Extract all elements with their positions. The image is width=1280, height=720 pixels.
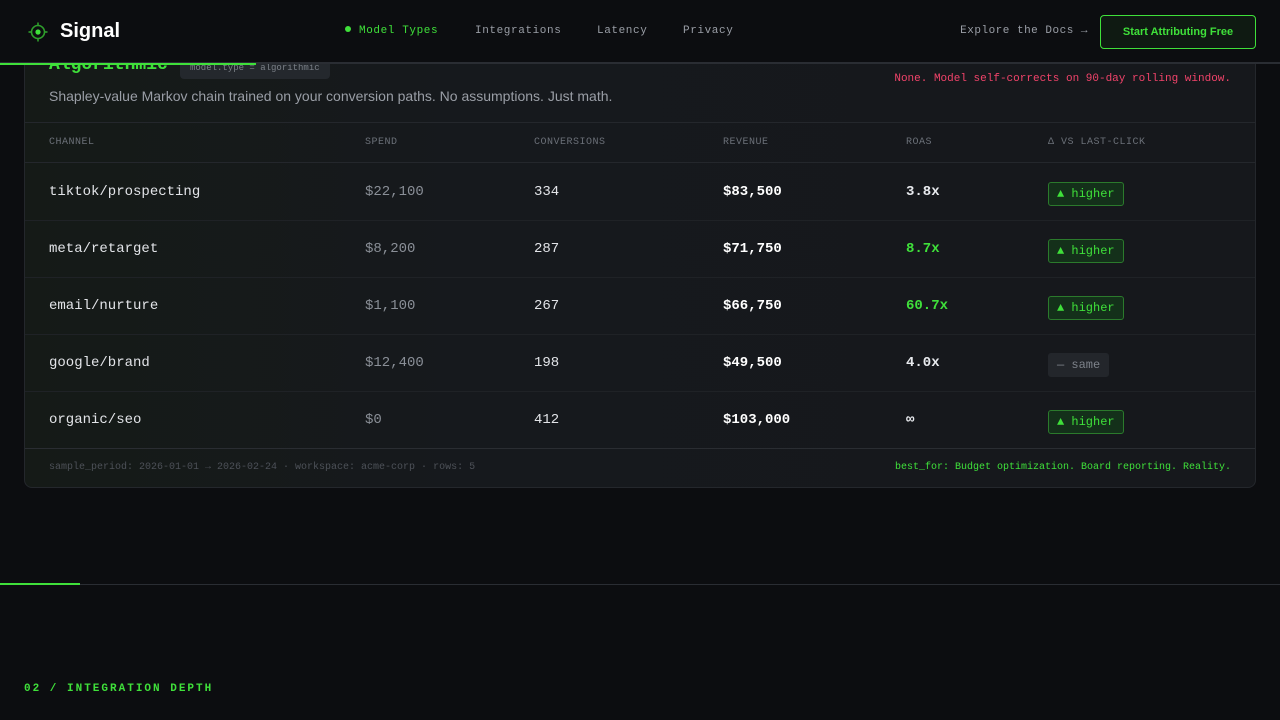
risk-note: None. Model self-corrects on 90-day roll…: [894, 73, 1231, 85]
spend-cell: $0: [365, 412, 382, 428]
table-row: tiktok/prospecting $22,100 334 $83,500 3…: [25, 164, 1255, 221]
column-header-delta: Δ VS LAST-CLICK: [1048, 137, 1146, 148]
spend-cell: $22,100: [365, 184, 424, 200]
channel-cell: email/nurture: [49, 298, 159, 314]
roas-cell: 8.7x: [906, 241, 940, 257]
revenue-cell: $83,500: [723, 184, 782, 200]
nav-item-integrations[interactable]: Integrations: [475, 25, 562, 37]
column-header-revenue: REVENUE: [723, 137, 769, 148]
table-row: organic/seo $0 412 $103,000 ∞ ▲ higher: [25, 392, 1255, 449]
spend-cell: $1,100: [365, 298, 416, 314]
card-footer: sample_period: 2026-01-01 → 2026-02-24 ·…: [25, 448, 1255, 487]
brand-name[interactable]: Signal: [60, 20, 121, 42]
active-dot-icon: [345, 26, 351, 32]
column-header-roas: ROAS: [906, 137, 933, 148]
roas-cell: 3.8x: [906, 184, 940, 200]
explore-docs-link[interactable]: Explore the Docs →: [960, 25, 1088, 37]
nav-item-latency[interactable]: Latency: [597, 25, 648, 37]
column-header-channel: CHANNEL: [49, 137, 95, 148]
revenue-cell: $103,000: [723, 412, 791, 428]
delta-badge: — same: [1048, 353, 1110, 377]
nav-item-privacy[interactable]: Privacy: [683, 25, 734, 37]
nav-item-model-types[interactable]: Model Types: [345, 25, 438, 37]
roas-cell: 4.0x: [906, 355, 940, 371]
spend-cell: $8,200: [365, 241, 416, 257]
channel-cell: tiktok/prospecting: [49, 184, 201, 200]
spend-cell: $12,400: [365, 355, 424, 371]
delta-badge: ▲ higher: [1048, 182, 1124, 206]
model-card: Algorithmic model.type = algorithmic Sha…: [24, 30, 1256, 488]
conversions-cell: 267: [534, 298, 560, 314]
channel-cell: organic/seo: [49, 412, 142, 428]
delta-badge: ▲ higher: [1048, 410, 1124, 434]
delta-badge: ▲ higher: [1048, 239, 1124, 263]
column-header-conversions: CONVERSIONS: [534, 137, 606, 148]
table-row: meta/retarget $8,200 287 $71,750 8.7x ▲ …: [25, 221, 1255, 278]
conversions-cell: 412: [534, 412, 560, 428]
conversions-cell: 198: [534, 355, 560, 371]
conversions-cell: 287: [534, 241, 560, 257]
delta-badge: ▲ higher: [1048, 296, 1124, 320]
revenue-cell: $71,750: [723, 241, 782, 257]
start-attributing-button[interactable]: Start Attributing Free: [1100, 15, 1256, 49]
table-row: google/brand $12,400 198 $49,500 4.0x — …: [25, 335, 1255, 392]
section-label: 02 / INTEGRATION DEPTH: [24, 683, 214, 695]
sample-meta: sample_period: 2026-01-01 → 2026-02-24 ·…: [49, 462, 476, 473]
table-header: CHANNEL SPEND CONVERSIONS REVENUE ROAS Δ…: [25, 123, 1255, 163]
roas-cell: ∞: [906, 412, 915, 428]
nav-label: Model Types: [359, 25, 439, 37]
best-for-note: best_for: Budget optimization. Board rep…: [894, 462, 1231, 473]
section-divider: [0, 584, 1280, 585]
roas-cell: 60.7x: [906, 298, 949, 314]
model-description: Shapley-value Markov chain trained on yo…: [49, 88, 613, 104]
revenue-cell: $49,500: [723, 355, 782, 371]
table-row: email/nurture $1,100 267 $66,750 60.7x ▲…: [25, 278, 1255, 335]
column-header-spend: SPEND: [365, 137, 398, 148]
scroll-progress-bar: [0, 63, 256, 65]
channel-cell: google/brand: [49, 355, 150, 371]
conversions-cell: 334: [534, 184, 560, 200]
revenue-cell: $66,750: [723, 298, 782, 314]
channel-cell: meta/retarget: [49, 241, 159, 257]
section-progress-accent: [0, 583, 80, 585]
signal-logo-icon[interactable]: [28, 22, 48, 42]
top-navbar: Signal Model Types Integrations Latency …: [0, 0, 1280, 65]
